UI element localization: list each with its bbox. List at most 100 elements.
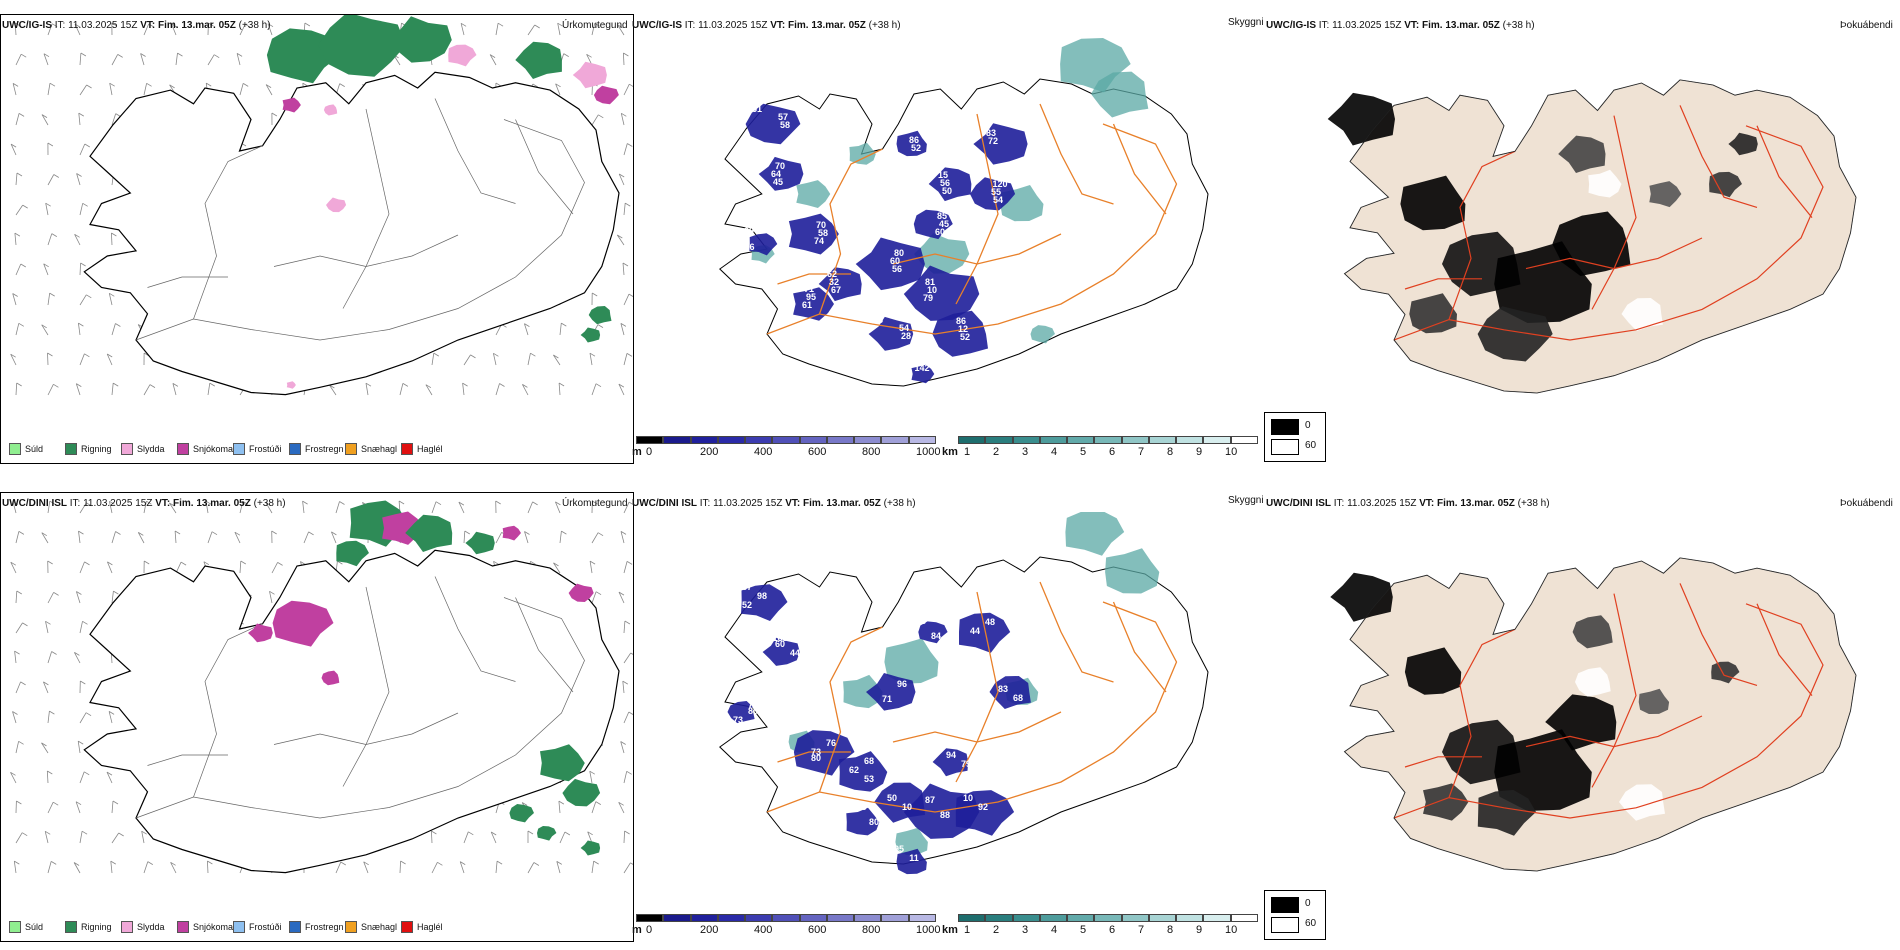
ceiling-label: 72 <box>748 700 758 710</box>
colorbar-tick: 1000 <box>916 446 941 458</box>
fog-map-0 <box>1327 79 1857 394</box>
ptype-label: Haglél <box>417 444 443 454</box>
precip-area <box>572 61 607 89</box>
colorbar-segment <box>1012 436 1040 444</box>
ptype-legend-item: Snæhagl <box>345 443 397 455</box>
fog-area <box>1649 181 1682 208</box>
valid-label: VT: <box>770 20 786 31</box>
ptype-legend-item: Rigning <box>65 443 112 455</box>
ptype-swatch <box>345 443 357 455</box>
colorbar-tick: 1 <box>964 446 971 458</box>
colorbar-tick: 800 <box>862 446 881 458</box>
ptype-legend-item: Frostúði <box>233 443 282 455</box>
road-network <box>1393 105 1824 341</box>
colorbar-tick: 7 <box>1138 924 1145 936</box>
ceiling-label: 79 <box>961 759 971 769</box>
colorbar-segment <box>1121 436 1149 444</box>
low-visibility-area <box>895 827 928 855</box>
precip-area <box>323 104 338 116</box>
colorbar-segment <box>1121 914 1149 922</box>
colorbar-tick: 8 <box>1167 446 1174 458</box>
ptype-legend-item: Slydda <box>121 921 165 933</box>
ptype-label: Frostregn <box>305 922 344 932</box>
colorbar-segment <box>958 914 986 922</box>
fog-area <box>1494 729 1592 811</box>
low-visibility-area <box>843 674 883 709</box>
coastline <box>83 71 620 396</box>
valid-time: Fim. 13.mar. 05Z <box>803 498 881 509</box>
fog-area <box>1552 211 1631 276</box>
ceiling-label: 44 <box>970 626 980 636</box>
init-time: IT: 11.03.2025 15Z <box>1333 498 1417 509</box>
panel-title-fog-0: UWC/IG-IS IT: 11.03.2025 15Z VT: Fim. 13… <box>1266 20 1535 31</box>
low-visibility-area <box>914 233 970 274</box>
precip-area <box>448 44 477 67</box>
ceiling-label: 96 <box>897 679 907 689</box>
coastline <box>1343 79 1857 394</box>
fog-area <box>1330 572 1393 622</box>
low-ceiling-area <box>896 848 927 875</box>
low-ceiling-area <box>866 673 916 711</box>
panel-name-precip-1: Úrkomutegund <box>562 498 628 509</box>
low-visibility-area <box>884 638 939 684</box>
ceiling-label: 98 <box>757 591 767 601</box>
low-ceiling-area <box>989 676 1031 709</box>
colorbar-tick: 6 <box>1109 924 1116 936</box>
panel-name-visibility-0: Skyggni <box>1228 17 1264 28</box>
precip-area <box>248 623 273 643</box>
ceiling-label: 10 <box>927 285 937 295</box>
model-name: UWC/IG-IS <box>2 20 52 31</box>
colorbar-tick: 1 <box>964 924 971 936</box>
ceiling-label: 83 <box>986 128 996 138</box>
ceiling-label: 10 <box>902 802 912 812</box>
ceiling-label: 71 <box>804 284 814 294</box>
lead-time: (+38 h) <box>868 20 901 31</box>
lead-time: (+38 h) <box>1502 20 1535 31</box>
ceiling-label: 81 <box>925 277 935 287</box>
colorbar-segment <box>881 914 909 922</box>
colorbar-segment <box>826 436 855 444</box>
low-ceiling-area <box>928 167 972 202</box>
fog-area <box>1621 298 1663 331</box>
colorbar-tick: 800 <box>862 924 881 936</box>
ceiling-label: 70 <box>775 161 785 171</box>
fog-area <box>1404 647 1462 695</box>
ceiling-label: 28 <box>901 331 911 341</box>
colorbar-tick: 600 <box>808 924 827 936</box>
ceiling-label: 45 <box>773 177 783 187</box>
ptype-swatch <box>233 921 245 933</box>
ceiling-label: 79 <box>923 293 933 303</box>
valid-time: Fim. 13.mar. 05Z <box>1437 498 1515 509</box>
colorbar-segment <box>772 436 800 444</box>
colorbar-segment <box>745 436 773 444</box>
colorbar-segment <box>772 914 800 922</box>
precip-area <box>537 826 557 841</box>
ceiling-label: 10 <box>963 793 973 803</box>
colorbar-tick: 0 <box>646 446 653 458</box>
precip-area <box>588 306 612 325</box>
ptype-label: Snjókoma <box>193 444 234 454</box>
colorbar-segment <box>1039 436 1068 444</box>
ceiling-label: 15 <box>938 170 948 180</box>
low-ceiling-area <box>749 233 778 256</box>
ptype-swatch <box>289 443 301 455</box>
model-name: UWC/DINI ISL <box>632 498 697 509</box>
ptype-label: Snæhagl <box>361 444 398 454</box>
ptype-legend-item: Haglél <box>401 443 443 455</box>
colorbar-tick: 5 <box>1080 924 1087 936</box>
low-visibility-area <box>849 142 876 165</box>
colorbar-segment <box>881 436 909 444</box>
init-time: IT: 11.03.2025 15Z <box>69 498 153 509</box>
visibility-panel-1: 87 60 80 80 68 50 88 10 94 80 71 48 83 84 95 98 44 73 76 62… <box>632 512 1264 940</box>
panel-name-visibility-1: Skyggni <box>1228 495 1264 506</box>
colorbar-tick: 400 <box>754 446 773 458</box>
colorbar-segment <box>908 914 936 922</box>
valid-label: VT: <box>785 498 801 509</box>
ptype-legend-item: Snjókoma <box>177 443 233 455</box>
ptype-legend-item: Frostregn <box>289 443 344 455</box>
fog-area <box>1477 789 1536 836</box>
visibility-colorbar-1: km 1 2 3 4 5 6 7 8 9 10 <box>942 914 1264 944</box>
colorbar-segment <box>1067 914 1095 922</box>
colorbar-segment <box>1230 914 1258 922</box>
ceiling-label: 76 <box>826 738 836 748</box>
